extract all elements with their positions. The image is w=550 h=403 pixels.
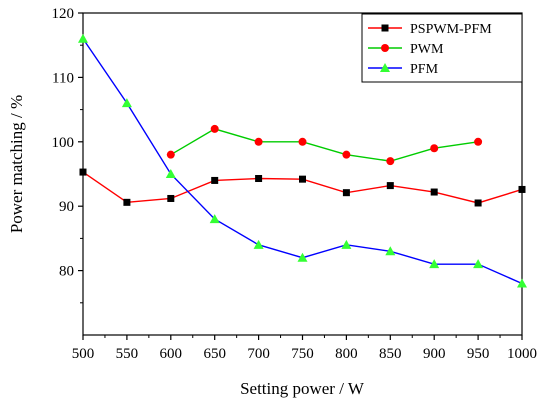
series-3	[78, 33, 527, 288]
x-tick-label: 650	[203, 346, 226, 362]
data-point	[473, 259, 484, 269]
data-point	[386, 157, 395, 166]
y-tick-label: 100	[52, 135, 75, 151]
data-point	[79, 168, 87, 176]
data-point	[298, 137, 307, 146]
y-tick-label: 80	[59, 264, 74, 280]
data-point	[385, 246, 396, 256]
data-point	[430, 188, 438, 196]
legend-marker	[381, 44, 389, 52]
x-tick-label: 750	[291, 346, 314, 362]
x-tick-label: 1000	[507, 346, 537, 362]
x-tick-label: 550	[116, 346, 139, 362]
x-tick-label: 900	[423, 346, 446, 362]
x-tick-label: 700	[247, 346, 270, 362]
data-point	[430, 144, 439, 153]
data-point	[167, 194, 175, 202]
data-point	[210, 124, 219, 133]
legend-item: PFM	[368, 62, 439, 77]
axis-ticks: 500 550 600 650 700 750 800 850 900 950 1000 80 90 10…	[52, 6, 538, 362]
legend: PSPWM-PFM PWM PFM	[361, 13, 523, 83]
legend-item: PWM	[368, 42, 444, 57]
data-point	[211, 176, 219, 184]
data-point	[254, 137, 263, 146]
data-point	[121, 98, 132, 108]
legend-label: PWM	[410, 42, 444, 57]
data-point	[78, 33, 88, 43]
data-point	[255, 175, 263, 183]
data-point	[518, 185, 526, 193]
y-tick-label: 110	[52, 70, 74, 86]
data-point	[123, 198, 131, 206]
data-point	[517, 278, 527, 288]
x-tick-label: 850	[379, 346, 402, 362]
legend-label: PSPWM-PFM	[410, 22, 492, 37]
data-point	[474, 199, 482, 207]
data-point	[341, 239, 352, 249]
y-axis-title: Power matching / %	[7, 95, 26, 233]
data-point	[165, 169, 176, 178]
y-tick-label: 90	[59, 199, 74, 215]
data-point	[297, 252, 308, 262]
legend-marker	[380, 63, 390, 72]
legend-marker	[381, 24, 389, 32]
legend-item: PSPWM-PFM	[368, 22, 492, 37]
x-tick-label: 500	[72, 346, 95, 362]
data-point	[253, 239, 264, 249]
series-1	[79, 168, 526, 207]
data-point	[166, 150, 175, 159]
data-point	[342, 189, 350, 197]
data-point	[429, 259, 440, 269]
data-point	[209, 214, 220, 224]
x-tick-label: 800	[335, 346, 358, 362]
data-point	[386, 182, 394, 190]
data-point	[299, 175, 306, 183]
data-point	[342, 150, 351, 159]
data-point	[474, 137, 483, 146]
x-tick-label: 600	[160, 346, 183, 362]
y-tick-label: 120	[52, 6, 75, 22]
x-tick-label: 950	[467, 346, 490, 362]
series-layer	[78, 33, 527, 288]
legend-label: PFM	[410, 62, 439, 77]
series-line	[170, 128, 479, 162]
x-axis-title: Setting power / W	[240, 379, 365, 398]
series-2	[166, 124, 483, 166]
